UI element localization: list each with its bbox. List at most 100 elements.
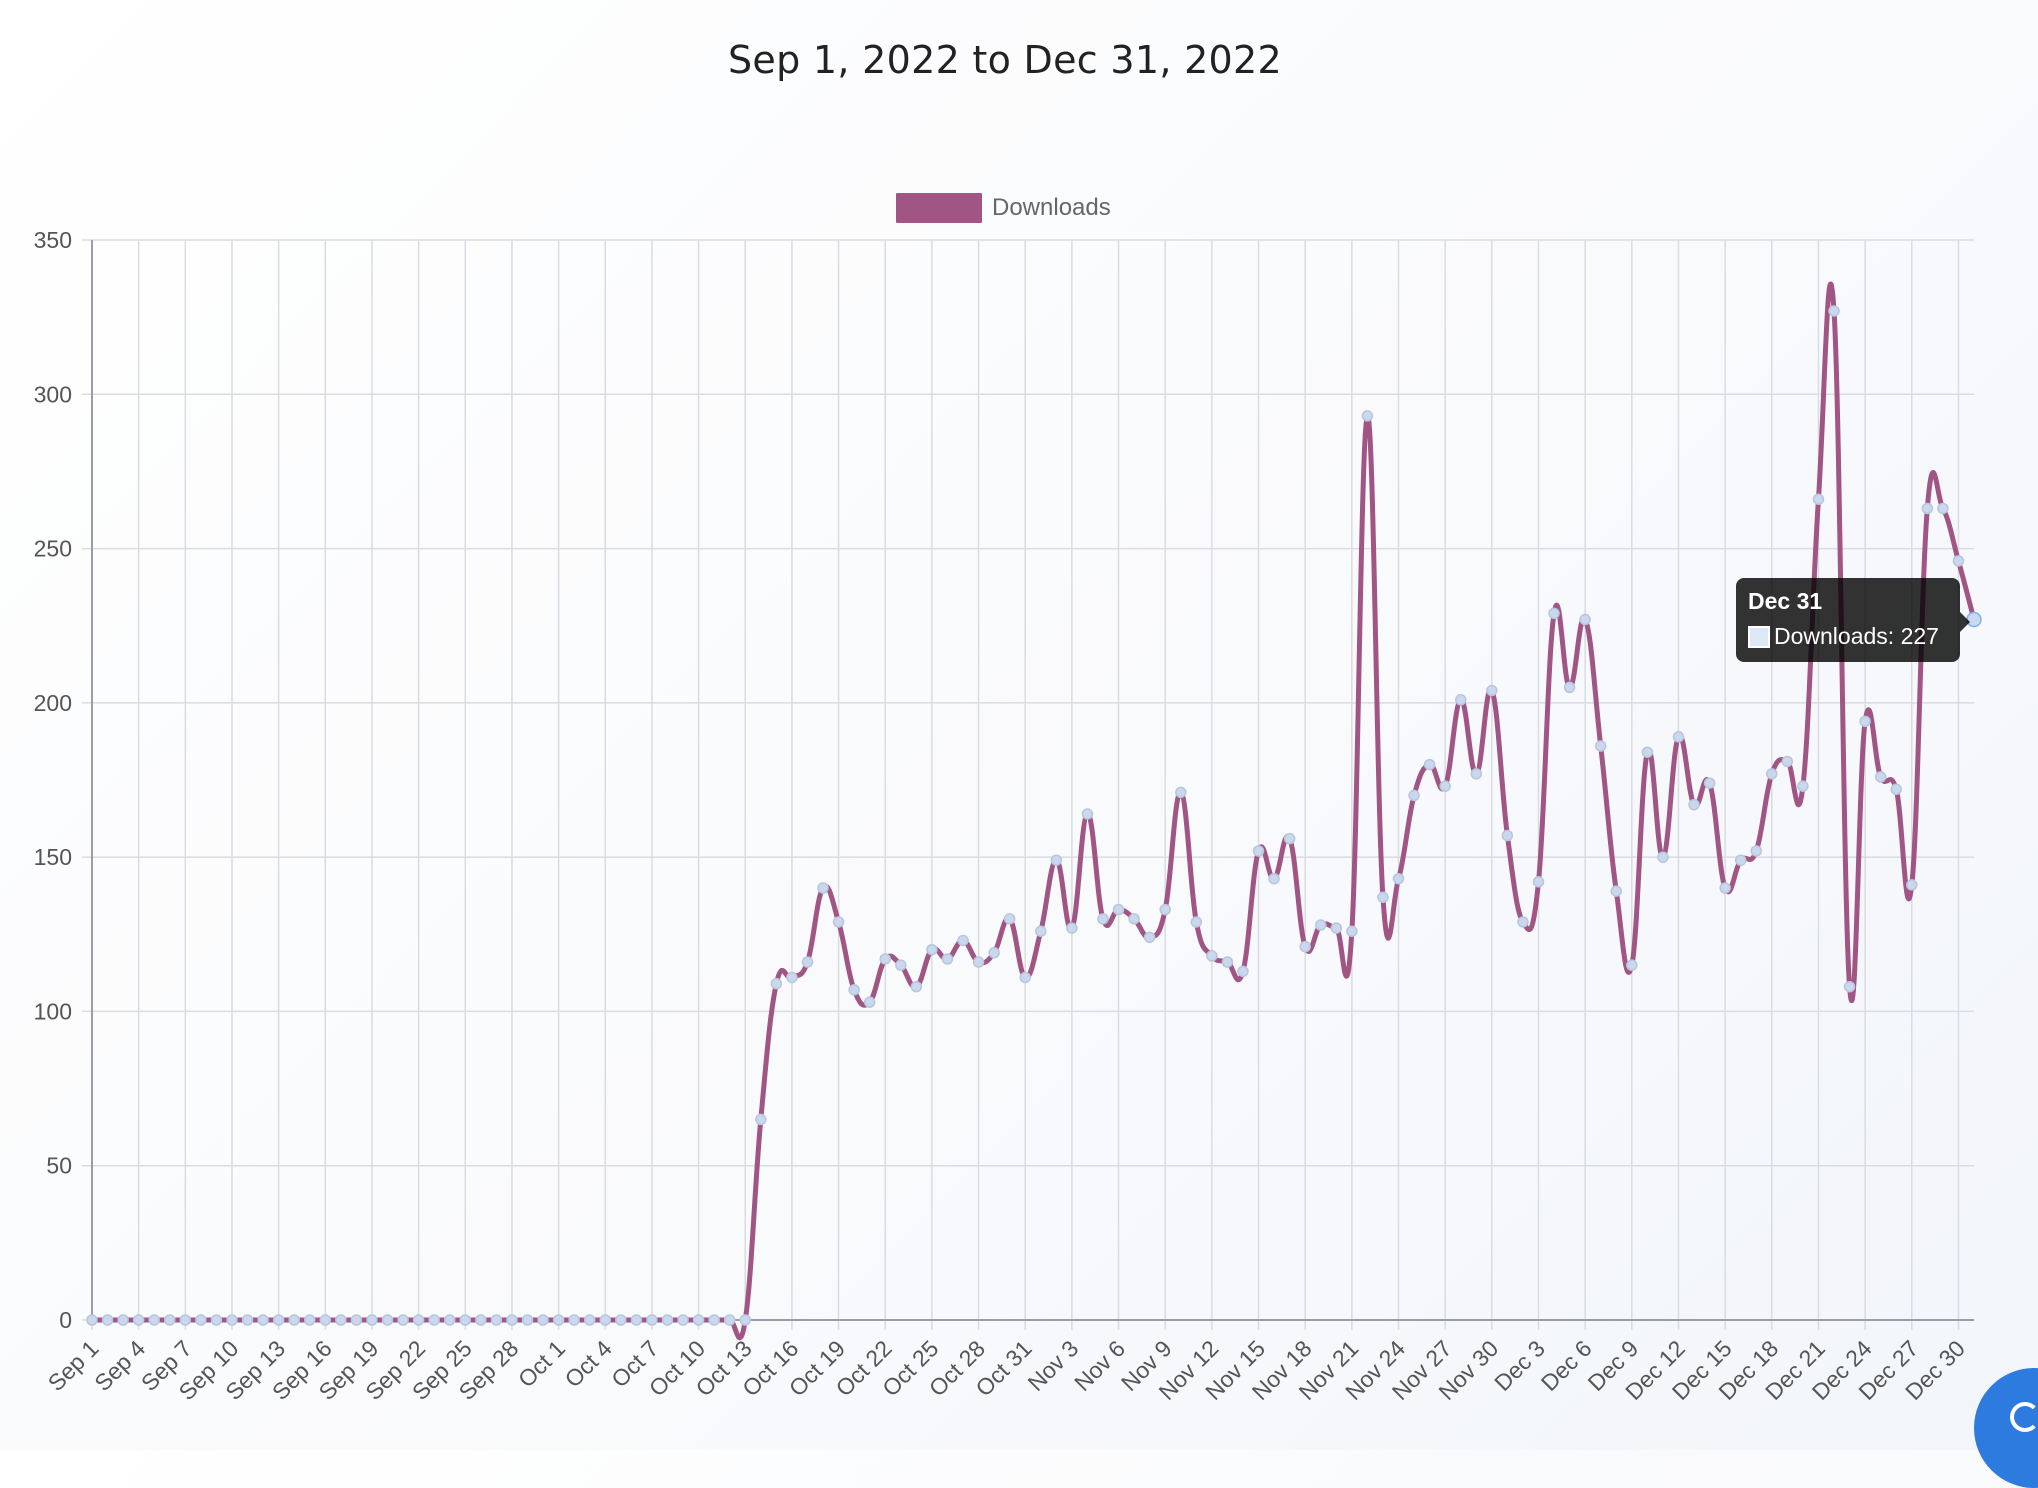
data-point — [537, 1314, 549, 1326]
data-point — [195, 1314, 207, 1326]
data-point — [1719, 882, 1731, 894]
data-point — [117, 1314, 129, 1326]
data-point — [957, 934, 969, 947]
data-point — [1781, 755, 1794, 768]
data-point — [1128, 913, 1140, 925]
y-tick-label: 50 — [46, 1153, 72, 1179]
data-point — [708, 1314, 720, 1326]
data-point — [879, 953, 891, 965]
tooltip: Dec 31 Downloads: 227 — [1736, 578, 1970, 662]
data-point — [1221, 956, 1234, 968]
x-tick-label: Oct 1 — [513, 1335, 570, 1392]
data-point — [1937, 502, 1949, 515]
data-point — [350, 1314, 363, 1326]
x-tick-label: Oct 4 — [560, 1335, 617, 1392]
data-point — [1361, 410, 1374, 422]
series-line-downloads — [89, 281, 1977, 1341]
x-tick-label: Nov 6 — [1069, 1335, 1130, 1396]
data-point — [1890, 783, 1902, 796]
data-point — [646, 1314, 658, 1326]
data-point — [1641, 746, 1654, 758]
data-point — [1657, 851, 1669, 863]
y-tick-label: 0 — [59, 1307, 72, 1333]
x-tick-label: Sep 4 — [89, 1335, 150, 1396]
y-tick-label: 300 — [34, 381, 72, 407]
data-point — [677, 1314, 689, 1326]
data-point — [1299, 940, 1311, 953]
data-point — [1066, 922, 1078, 934]
data-point — [366, 1314, 378, 1326]
y-tick-label: 150 — [34, 844, 72, 870]
data-point — [397, 1314, 409, 1326]
data-point — [1283, 832, 1296, 845]
data-point — [1952, 555, 1965, 567]
data-point — [1828, 305, 1840, 317]
data-point — [319, 1314, 332, 1326]
data-point — [179, 1314, 192, 1326]
data-point — [210, 1314, 223, 1326]
data-point — [1843, 980, 1856, 993]
y-tick-label: 100 — [34, 998, 72, 1024]
data-point — [1688, 798, 1700, 811]
data-point — [599, 1314, 612, 1326]
data-point — [1081, 808, 1094, 820]
data-point — [1672, 731, 1685, 743]
data-point — [288, 1314, 300, 1326]
data-point — [506, 1314, 518, 1326]
data-point — [1035, 925, 1047, 937]
data-point — [1097, 913, 1109, 925]
y-tick-label: 250 — [34, 536, 72, 562]
tooltip-row: Downloads: 227 — [1748, 623, 1948, 650]
data-point — [490, 1314, 503, 1326]
tooltip-title: Dec 31 — [1748, 588, 1823, 614]
data-point — [1470, 768, 1483, 780]
x-tick-label: Nov 3 — [1023, 1335, 1084, 1396]
data-point — [1501, 829, 1514, 842]
data-point — [459, 1314, 472, 1326]
data-point — [1423, 758, 1436, 771]
data-point — [1812, 493, 1825, 505]
data-point — [692, 1314, 705, 1326]
data-point — [1190, 916, 1203, 928]
chart-title: Sep 1, 2022 to Dec 31, 2022 — [728, 38, 1282, 82]
data-point — [1268, 872, 1280, 885]
data-point — [1112, 903, 1125, 916]
data-point — [988, 947, 1000, 959]
data-point — [1626, 959, 1638, 971]
data-point — [1594, 740, 1607, 752]
data-point — [739, 1314, 752, 1326]
data-point — [1237, 965, 1249, 978]
legend[interactable]: Downloads — [896, 192, 1111, 224]
data-point — [817, 882, 829, 894]
data-point — [755, 1113, 767, 1126]
data-point — [428, 1314, 440, 1326]
tooltip-label: Downloads: 227 — [1774, 623, 1939, 649]
y-tick-label: 200 — [34, 690, 72, 716]
data-point — [1874, 771, 1887, 783]
data-point — [926, 943, 938, 956]
data-point — [1532, 876, 1545, 888]
data-point — [1921, 502, 1934, 515]
data-point — [257, 1314, 269, 1326]
data-point — [1486, 684, 1498, 697]
data-point — [1377, 891, 1389, 904]
y-tick-label: 350 — [34, 227, 72, 253]
x-tick-label: Dec 3 — [1489, 1335, 1550, 1396]
data-point — [801, 956, 814, 968]
data-point — [148, 1314, 160, 1326]
data-point — [583, 1314, 596, 1326]
data-point — [241, 1314, 254, 1326]
chat-icon[interactable] — [2010, 1402, 2038, 1432]
y-tick-labels: 0 50 100 150 200 250 300 350 — [34, 227, 72, 1333]
data-point — [412, 1314, 425, 1326]
data-point — [1252, 845, 1265, 857]
data-point — [848, 984, 860, 996]
data-point — [1766, 768, 1778, 780]
data-point — [226, 1314, 238, 1326]
data-point — [1175, 786, 1187, 799]
data-point — [1703, 777, 1716, 789]
data-point — [661, 1314, 674, 1326]
data-point — [86, 1314, 98, 1326]
